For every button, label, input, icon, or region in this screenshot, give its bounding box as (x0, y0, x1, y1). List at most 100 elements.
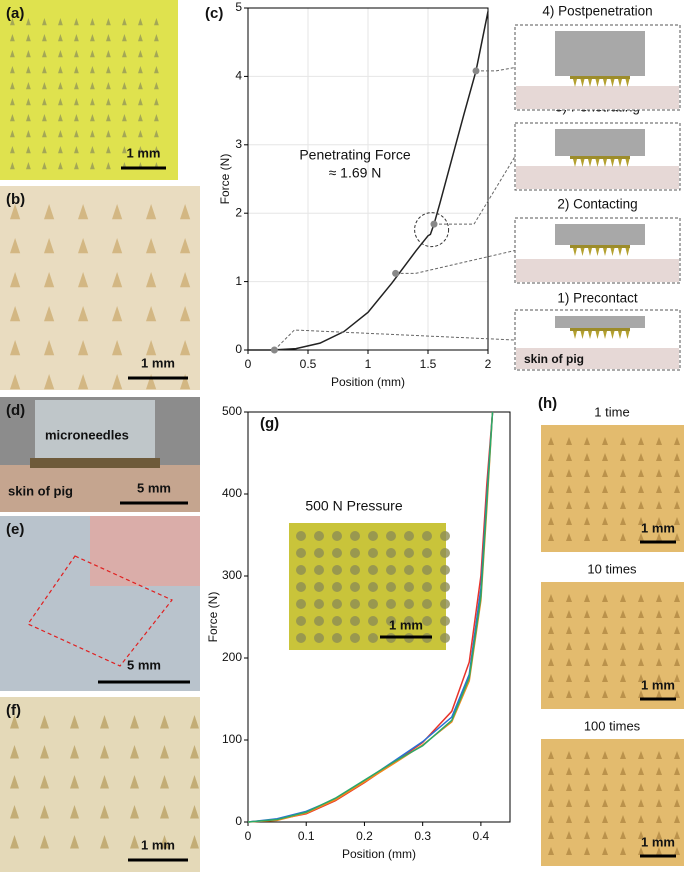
needle-shadow (42, 130, 47, 138)
dimple (404, 582, 414, 592)
needle-shadow (112, 238, 123, 254)
needle-shadow (58, 146, 63, 154)
needle-shadow (548, 751, 554, 759)
patch (570, 76, 630, 79)
needle-shadow (638, 437, 644, 445)
needle-shadow (74, 18, 79, 26)
needle-shadow (106, 66, 111, 74)
needle-shadow (620, 485, 626, 493)
needle-shadow (674, 831, 680, 839)
y-tick-label: 0 (235, 814, 242, 828)
needle-shadow (58, 82, 63, 90)
highlight (414, 212, 450, 248)
microneedle (610, 331, 615, 339)
needle-shadow (106, 162, 111, 170)
dimple (440, 616, 450, 626)
needle-shadow (548, 658, 554, 666)
stage-point (430, 220, 438, 228)
scale-label: 1 mm (641, 834, 675, 849)
needle-shadow (602, 485, 608, 493)
needle-shadow (584, 815, 590, 823)
photo-label: microneedles (45, 427, 129, 442)
needle-shadow (638, 815, 644, 823)
needle-shadow (58, 66, 63, 74)
needle-shadow (656, 501, 662, 509)
stage-title: 4) Postpenetration (542, 4, 652, 19)
needle-shadow (656, 469, 662, 477)
plot-frame (247, 7, 489, 351)
needle-shadow (620, 847, 626, 855)
dimple (368, 531, 378, 541)
needle-shadow (620, 594, 626, 602)
microneedle (580, 79, 585, 87)
needle-shadow (26, 50, 31, 58)
needle-shadow (584, 594, 590, 602)
needle-shadow (74, 66, 79, 74)
needle-shadow (584, 783, 590, 791)
y-tick-label: 200 (222, 650, 242, 664)
needle-shadow (74, 162, 79, 170)
dimple (314, 531, 324, 541)
needle-shadow (190, 805, 199, 819)
needle-shadow (638, 469, 644, 477)
needle-shadow (674, 767, 680, 775)
needle-shadow (42, 114, 47, 122)
y-tick-label: 100 (222, 732, 242, 746)
needle-shadow (674, 783, 680, 791)
needle-shadow (674, 610, 680, 618)
needle-shadow (70, 805, 79, 819)
y-axis-label: Force (N) (218, 154, 232, 205)
leader (274, 329, 516, 351)
x-tick-label: 0.4 (473, 829, 490, 843)
x-tick-label: 0 (245, 357, 252, 371)
dimple (332, 548, 342, 558)
needle-shadow (180, 306, 191, 322)
needle-shadow (674, 469, 680, 477)
dimple (440, 633, 450, 643)
scale-label: 1 mm (641, 520, 675, 535)
dimple (314, 599, 324, 609)
needle-shadow (548, 485, 554, 493)
needle-shadow (656, 751, 662, 759)
needle-shadow (42, 50, 47, 58)
needle-shadow (584, 533, 590, 541)
needle-shadow (58, 98, 63, 106)
needle-shadow (620, 501, 626, 509)
needle-shadow (602, 799, 608, 807)
microneedle (588, 79, 592, 87)
needle-shadow (620, 767, 626, 775)
needle-shadow (78, 306, 89, 322)
annotation: Penetrating Force (299, 147, 410, 163)
needle-shadow (10, 272, 21, 288)
dimple (386, 599, 396, 609)
needle-shadow (10, 34, 15, 42)
needle-shadow (602, 674, 608, 682)
needle-shadow (566, 626, 572, 634)
needle-shadow (190, 835, 199, 849)
needle-shadow (100, 775, 109, 789)
leader (476, 67, 516, 72)
needle-shadow (566, 594, 572, 602)
needle-shadow (620, 690, 626, 698)
needle-shadow (620, 799, 626, 807)
panel-label: (c) (205, 5, 223, 22)
needle-shadow (106, 130, 111, 138)
needle-shadow (112, 272, 123, 288)
needle-shadow (112, 306, 123, 322)
y-tick-label: 1 (235, 274, 242, 288)
needle-shadow (138, 82, 143, 90)
dimple (332, 531, 342, 541)
needle-shadow (146, 306, 157, 322)
needle-shadow (26, 18, 31, 26)
needle-shadow (74, 130, 79, 138)
microneedle (603, 79, 607, 87)
needle-shadow (74, 146, 79, 154)
needle-shadow (548, 453, 554, 461)
dimple (296, 633, 306, 643)
needle-shadow (566, 690, 572, 698)
needle-shadow (78, 340, 89, 356)
needle-shadow (602, 453, 608, 461)
needle-shadow (160, 805, 169, 819)
needle-shadow (602, 610, 608, 618)
microneedle (603, 159, 607, 167)
